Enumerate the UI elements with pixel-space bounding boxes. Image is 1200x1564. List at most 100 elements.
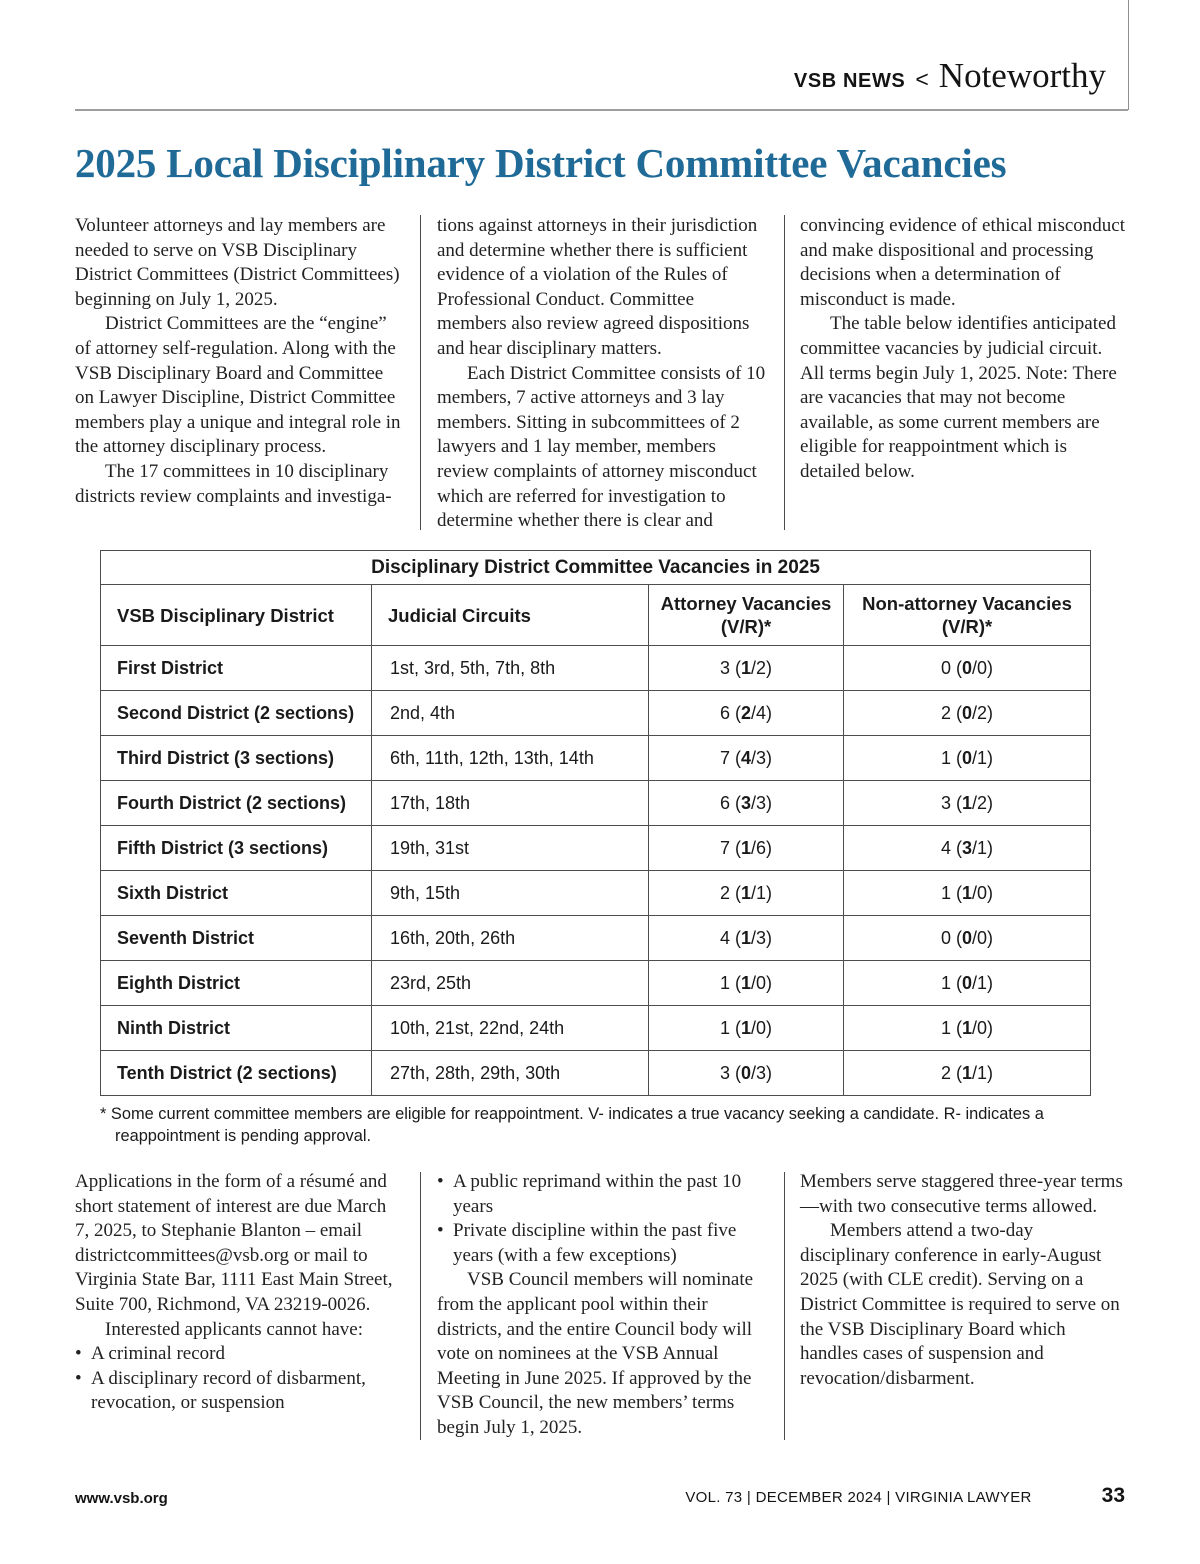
column-separator [784,215,785,530]
paragraph: Volunteer attorneys and lay members are … [75,215,400,310]
bullet-item: • A disciplinary record of disbarment, re… [75,1367,405,1416]
cell-attorney-vacancies: 3 (1/2) [648,645,844,691]
cell-circuits: 27th, 28th, 29th, 30th [371,1050,649,1096]
column-separator [420,1172,421,1440]
footer-site-url: www.vsb.org [75,1490,168,1507]
footer-issue-info: VOL. 73 | DECEMBER 2024 | VIRGINIA LAWYE… [685,1489,1032,1506]
cell-district: Seventh District [100,915,372,961]
article-title: 2025 Local Disciplinary District Committ… [75,140,1007,186]
cell-circuits: 16th, 20th, 26th [371,915,649,961]
cell-non-attorney-vacancies: 2 (1/1) [843,1050,1091,1096]
cell-circuits: 23rd, 25th [371,960,649,1006]
table-row: Sixth District 9th, 15th 2 (1/1) 1 (1/0) [100,870,1091,916]
cell-district: Tenth District (2 sections) [100,1050,372,1096]
cell-circuits: 9th, 15th [371,870,649,916]
table-header-row: VSB Disciplinary District Judicial Circu… [100,584,1091,646]
table-row: Fifth District (3 sections) 19th, 31st 7 (… [100,825,1091,871]
vacancy-table: Disciplinary District Committee Vacancie… [100,550,1091,1096]
cell-non-attorney-vacancies: 0 (0/0) [843,915,1091,961]
cell-district: Sixth District [100,870,372,916]
paragraph: The 17 committees in 10 disciplinary dis… [75,460,392,507]
bullet-dot: • [75,1343,82,1365]
outro-column-3: Members serve staggered three-year terms… [800,1170,1127,1391]
cell-district: Third District (3 sections) [100,735,372,781]
cell-district: Fourth District (2 sections) [100,780,372,826]
table-row: First District 1st, 3rd, 5th, 7th, 8th 3 (… [100,645,1091,691]
cell-attorney-vacancies: 1 (1/0) [648,1005,844,1051]
cell-attorney-vacancies: 7 (1/6) [648,825,844,871]
cell-district: Second District (2 sections) [100,690,372,736]
bullet-text: Private discipline within the past five … [453,1220,737,1266]
cell-district: First District [100,645,372,691]
cell-attorney-vacancies: 7 (4/3) [648,735,844,781]
table-title: Disciplinary District Committee Vacancie… [100,550,1091,585]
cell-attorney-vacancies: 3 (0/3) [648,1050,844,1096]
cell-circuits: 1st, 3rd, 5th, 7th, 8th [371,645,649,691]
bullet-text: A criminal record [91,1343,226,1365]
header-separator: < [915,66,929,92]
intro-column-1: Volunteer attorneys and lay members are … [75,214,405,509]
table-title-row: Disciplinary District Committee Vacancie… [100,550,1091,585]
cell-non-attorney-vacancies: 1 (1/0) [843,1005,1091,1051]
cell-district: Eighth District [100,960,372,1006]
cell-non-attorney-vacancies: 3 (1/2) [843,780,1091,826]
footer-page-number: 33 [1101,1484,1125,1507]
cell-attorney-vacancies: 2 (1/1) [648,870,844,916]
section-header: VSB NEWS < Noteworthy [794,56,1106,96]
outro-column-1: Applications in the form of a résumé and… [75,1170,405,1416]
intro-column-3: convincing evidence of ethical misconduc… [800,214,1127,485]
column-separator [784,1172,785,1440]
table-row: Fourth District (2 sections) 17th, 18th 6 … [100,780,1091,826]
header-kicker: VSB NEWS [793,70,906,92]
table-footnote: * Some current committee members are eli… [100,1105,1044,1145]
cell-non-attorney-vacancies: 1 (0/1) [843,960,1091,1006]
table-row: Ninth District 10th, 21st, 22nd, 24th 1 (1… [100,1005,1091,1051]
cell-non-attorney-vacancies: 1 (0/1) [843,735,1091,781]
cell-circuits: 6th, 11th, 12th, 13th, 14th [371,735,649,781]
cell-non-attorney-vacancies: 4 (3/1) [843,825,1091,871]
bullet-item: • A public reprimand within the past 10 y… [437,1170,767,1219]
outro-column-2: • A public reprimand within the past 10 y… [437,1170,767,1441]
vacancy-table-body: First District 1st, 3rd, 5th, 7th, 8th 3 (… [100,645,1091,1096]
cell-attorney-vacancies: 4 (1/3) [648,915,844,961]
cell-district: Fifth District (3 sections) [100,825,372,871]
bullet-dot: • [437,1220,444,1242]
table-row: Seventh District 16th, 20th, 26th 4 (1/3) 0… [100,915,1091,961]
header-rule [75,109,1128,111]
header-section-name: Noteworthy [938,56,1106,95]
footer-right: VOL. 73 | DECEMBER 2024 | VIRGINIA LAWYE… [685,1484,1125,1508]
cell-circuits: 2nd, 4th [371,690,649,736]
paragraph: convincing evidence of ethical misconduc… [800,215,1125,310]
table-row: Second District (2 sections) 2nd, 4th 6 (2… [100,690,1091,736]
table-row: Third District (3 sections) 6th, 11th, 12… [100,735,1091,781]
bullet-text: A disciplinary record of disbarment, rev… [91,1367,366,1414]
column-header-circuits: Judicial Circuits [371,584,649,646]
paragraph: Applications in the form of a résumé and… [75,1171,393,1315]
bullet-item: • Private discipline within the past five… [437,1219,767,1268]
column-header-non-attorney-vacancies: Non-attorney Vacancies (V/R)* [843,584,1091,646]
paragraph: The table below identifies anticipated c… [800,313,1117,482]
cell-circuits: 10th, 21st, 22nd, 24th [371,1005,649,1051]
column-header-attorney-vacancies: Attorney Vacancies (V/R)* [648,584,844,646]
paragraph: VSB Council members will nominate from t… [437,1269,754,1438]
cell-non-attorney-vacancies: 1 (1/0) [843,870,1091,916]
paragraph: Each District Committee consists of 10 m… [437,362,766,532]
cell-attorney-vacancies: 1 (1/0) [648,960,844,1006]
cell-circuits: 17th, 18th [371,780,649,826]
cell-attorney-vacancies: 6 (2/4) [648,690,844,736]
paragraph: tions against attorneys in their jurisdi… [437,215,758,359]
table-row: Tenth District (2 sections) 27th, 28th, 2… [100,1050,1091,1096]
paragraph: Members serve staggered three-year terms… [800,1171,1123,1217]
bullet-dot: • [75,1367,82,1389]
bullet-text: A public reprimand within the past 10 ye… [453,1171,742,1217]
paragraph: Interested applicants cannot have: [105,1318,363,1340]
paragraph: District Committees are the “engine” of … [75,313,401,458]
cell-non-attorney-vacancies: 2 (0/2) [843,690,1091,736]
intro-column-2: tions against attorneys in their jurisdi… [437,214,767,534]
cell-circuits: 19th, 31st [371,825,649,871]
column-header-district: VSB Disciplinary District [100,584,372,646]
cell-attorney-vacancies: 6 (3/3) [648,780,844,826]
bullet-item: • A criminal record [75,1342,405,1367]
cell-non-attorney-vacancies: 0 (0/0) [843,645,1091,691]
